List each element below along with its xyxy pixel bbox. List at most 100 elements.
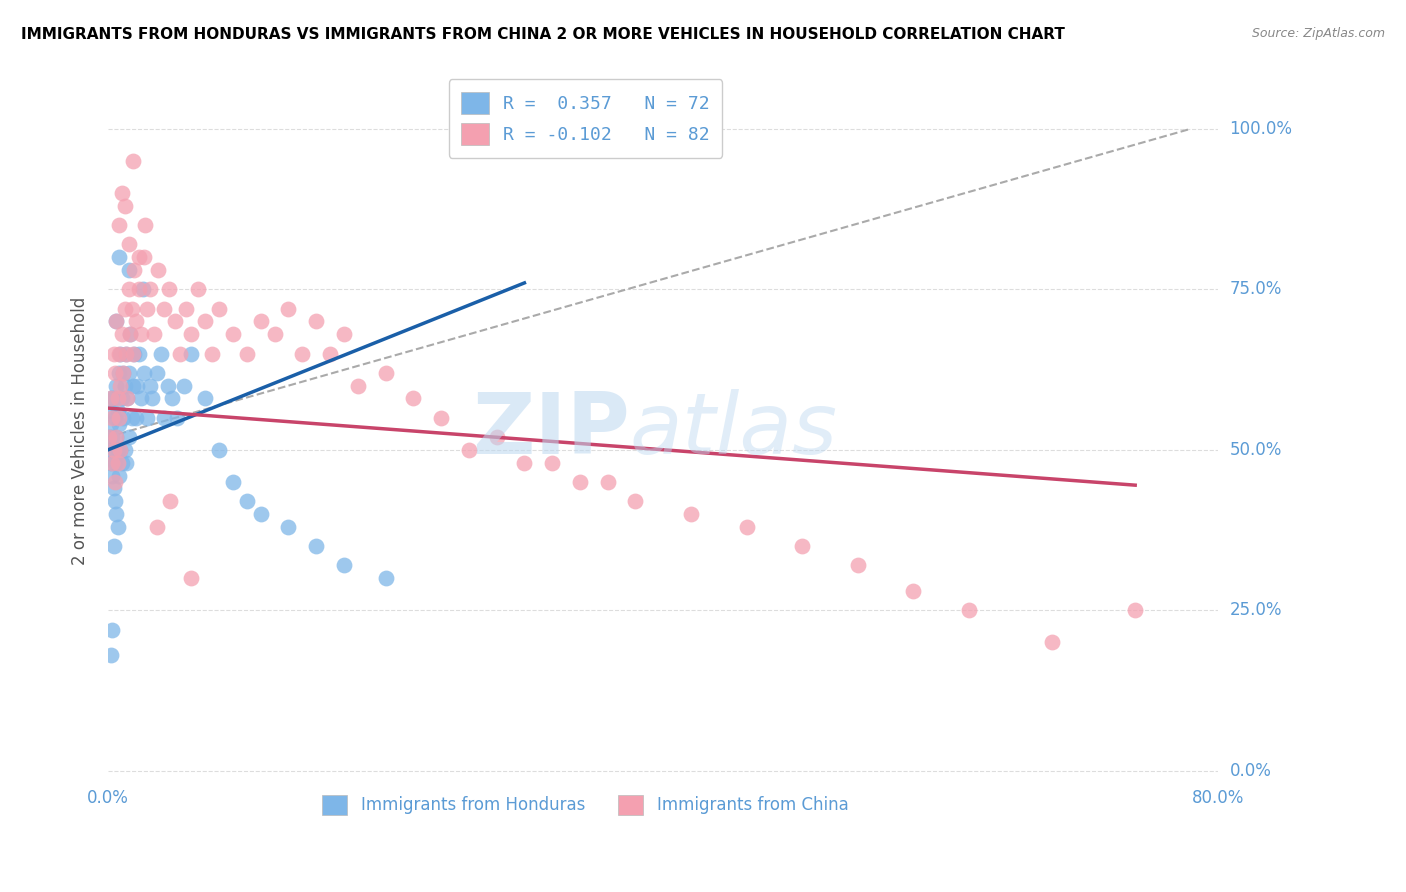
Point [141, 392, 163, 406]
Point [104, 456, 127, 470]
Point [100, 392, 122, 406]
Point [122, 346, 145, 360]
Point [108, 250, 131, 264]
Point [112, 366, 135, 380]
Text: ZIP: ZIP [472, 389, 630, 472]
Point [430, 410, 453, 425]
Point [120, 327, 142, 342]
Point [305, 539, 328, 553]
Text: 0.0%: 0.0% [1230, 762, 1271, 780]
Point [105, 314, 128, 328]
Point [112, 410, 135, 425]
Point [105, 314, 128, 328]
Point [103, 392, 125, 406]
Point [131, 327, 153, 342]
Point [131, 392, 153, 406]
Point [128, 346, 150, 360]
Point [146, 263, 169, 277]
Point [374, 366, 396, 380]
Point [122, 378, 145, 392]
Point [180, 346, 202, 360]
Point [111, 186, 134, 200]
Point [128, 250, 150, 264]
Text: 75.0%: 75.0% [1230, 280, 1282, 298]
Point [100, 392, 122, 406]
Point [131, 282, 153, 296]
Point [105, 430, 128, 444]
Text: 25.0%: 25.0% [1230, 601, 1282, 619]
Point [108, 218, 131, 232]
Point [120, 327, 142, 342]
Point [135, 301, 157, 316]
Point [100, 456, 122, 470]
Point [163, 314, 186, 328]
Point [194, 392, 217, 406]
Point [117, 392, 139, 406]
Point [114, 442, 136, 457]
Point [107, 404, 129, 418]
Point [103, 346, 125, 360]
Point [118, 430, 141, 444]
Point [596, 475, 619, 489]
Point [208, 301, 231, 316]
Point [101, 410, 124, 425]
Point [277, 301, 299, 316]
Point [104, 410, 127, 425]
Point [568, 475, 591, 489]
Point [104, 366, 127, 380]
Point [957, 603, 980, 617]
Point [111, 392, 134, 406]
Point [679, 507, 702, 521]
Point [159, 494, 181, 508]
Point [110, 442, 132, 457]
Point [105, 507, 128, 521]
Point [103, 539, 125, 553]
Point [624, 494, 647, 508]
Point [124, 263, 146, 277]
Point [249, 507, 271, 521]
Point [111, 456, 134, 470]
Point [169, 346, 191, 360]
Point [1123, 603, 1146, 617]
Point [160, 392, 183, 406]
Text: 50.0%: 50.0% [1230, 441, 1282, 458]
Point [107, 392, 129, 406]
Point [118, 366, 141, 380]
Text: atlas: atlas [630, 389, 838, 472]
Point [125, 314, 148, 328]
Point [201, 346, 224, 360]
Point [125, 410, 148, 425]
Point [135, 410, 157, 425]
Point [114, 301, 136, 316]
Point [114, 199, 136, 213]
Point [101, 456, 124, 470]
Point [108, 417, 131, 432]
Point [101, 468, 124, 483]
Point [105, 378, 128, 392]
Point [104, 475, 127, 489]
Point [108, 366, 131, 380]
Point [128, 282, 150, 296]
Point [115, 346, 138, 360]
Point [222, 327, 245, 342]
Point [138, 282, 160, 296]
Point [132, 366, 155, 380]
Point [111, 327, 134, 342]
Point [374, 571, 396, 585]
Point [108, 468, 131, 483]
Point [103, 442, 125, 457]
Point [98, 430, 121, 444]
Text: Source: ZipAtlas.com: Source: ZipAtlas.com [1251, 27, 1385, 40]
Point [103, 442, 125, 457]
Point [485, 430, 508, 444]
Point [236, 346, 259, 360]
Point [149, 346, 172, 360]
Point [333, 327, 356, 342]
Point [142, 327, 165, 342]
Point [194, 314, 217, 328]
Point [180, 327, 202, 342]
Point [901, 584, 924, 599]
Point [790, 539, 813, 553]
Point [100, 648, 122, 663]
Point [104, 494, 127, 508]
